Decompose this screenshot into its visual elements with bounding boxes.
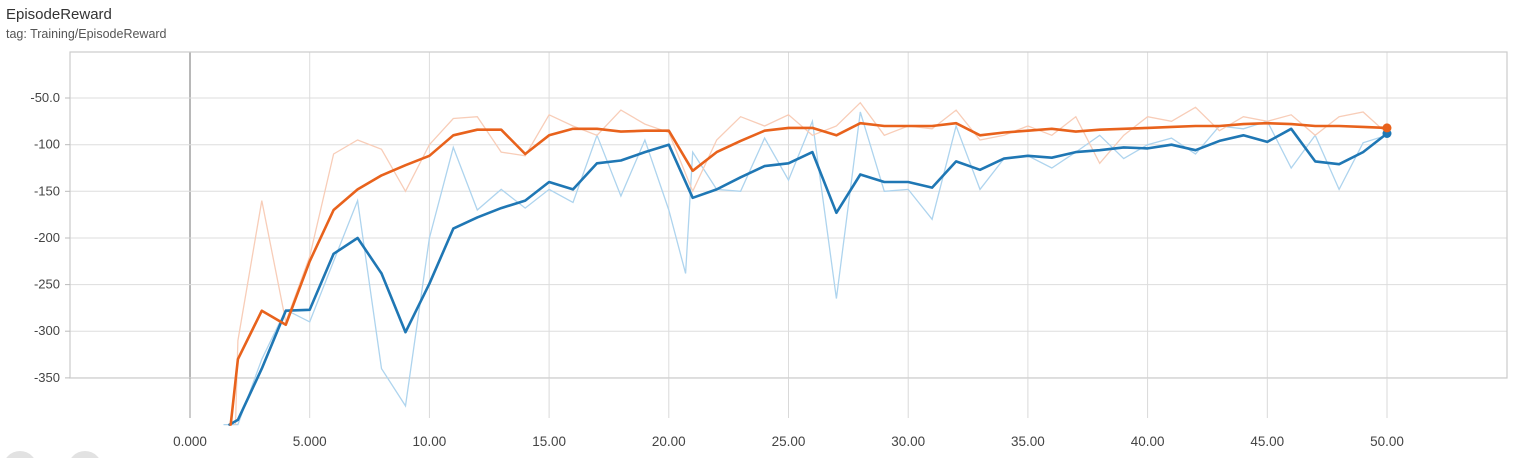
svg-text:-150: -150 (34, 183, 60, 198)
svg-text:40.00: 40.00 (1131, 434, 1165, 449)
svg-text:0.000: 0.000 (173, 434, 207, 449)
svg-text:35.00: 35.00 (1011, 434, 1045, 449)
svg-text:-200: -200 (34, 230, 60, 245)
svg-text:25.00: 25.00 (772, 434, 806, 449)
svg-text:-300: -300 (34, 323, 60, 338)
svg-text:-50.0: -50.0 (30, 90, 60, 105)
svg-text:30.00: 30.00 (891, 434, 925, 449)
svg-text:-350: -350 (34, 370, 60, 385)
svg-text:10.00: 10.00 (413, 434, 447, 449)
svg-text:50.00: 50.00 (1370, 434, 1404, 449)
svg-text:-250: -250 (34, 277, 60, 292)
svg-text:45.00: 45.00 (1250, 434, 1284, 449)
svg-text:15.00: 15.00 (532, 434, 566, 449)
svg-text:-100: -100 (34, 137, 60, 152)
svg-text:5.000: 5.000 (293, 434, 327, 449)
svg-text:20.00: 20.00 (652, 434, 686, 449)
